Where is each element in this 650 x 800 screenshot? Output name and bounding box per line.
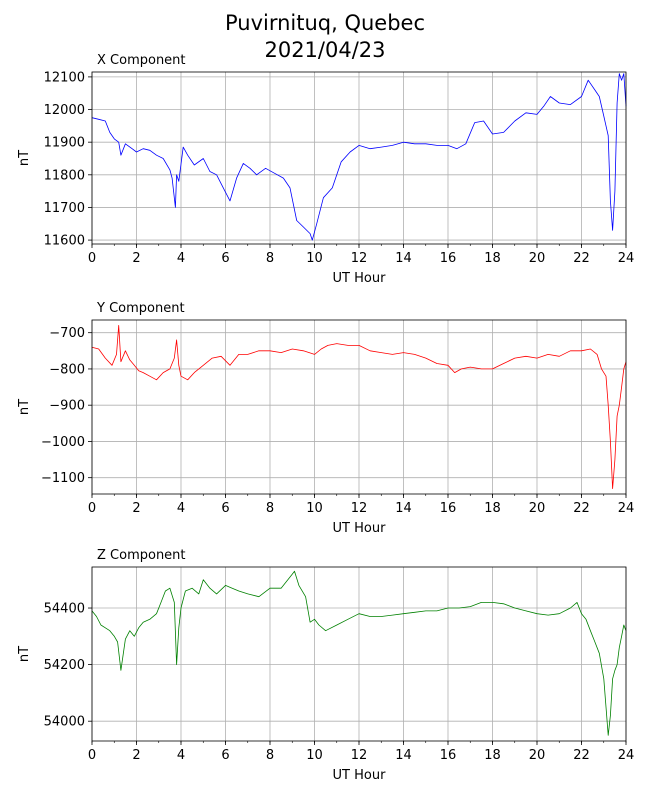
x-tick-label: 10 [306, 501, 323, 516]
panel-2: 0 2 4 6 8 10 12 14 16 18 20 22 24−700−800−900−1000−1… [17, 301, 634, 536]
x-tick-label: 12 [351, 251, 368, 266]
x-tick-label: 10 [306, 748, 323, 763]
x-tick-label: 22 [573, 748, 590, 763]
x-tick-label: 4 [177, 748, 185, 763]
y-tick-label: −1100 [41, 471, 85, 486]
x-tick-label: 20 [529, 748, 546, 763]
panel-title: Z Component [97, 548, 186, 563]
y-tick-label: 11700 [44, 201, 85, 216]
x-tick-label: 4 [177, 251, 185, 266]
y-tick-label: −1000 [41, 435, 85, 450]
y-tick-label: −700 [49, 326, 85, 341]
y-tick-label: 54400 [44, 602, 85, 617]
x-tick-label: 16 [440, 501, 457, 516]
x-tick-label: 24 [618, 251, 635, 266]
x-tick-label: 0 [88, 748, 96, 763]
x-tick-label: 0 [88, 501, 96, 516]
x-tick-label: 8 [266, 501, 274, 516]
x-tick-label: 16 [440, 251, 457, 266]
y-tick-label: −800 [49, 362, 85, 377]
y-tick-label: 12100 [44, 70, 85, 85]
panel-title: Y Component [96, 301, 185, 316]
chart-title: Puvirnituq, Quebec 2021/04/23 [0, 10, 650, 64]
x-tick-label: 8 [266, 748, 274, 763]
x-tick-label: 14 [395, 251, 412, 266]
x-tick-label: 0 [88, 251, 96, 266]
chart-title-line2: 2021/04/23 [264, 38, 386, 62]
x-axis-label: UT Hour [333, 768, 387, 783]
x-tick-label: 24 [618, 501, 635, 516]
x-tick-label: 24 [618, 748, 635, 763]
y-tick-label: 54000 [44, 715, 85, 730]
x-tick-label: 22 [573, 501, 590, 516]
x-tick-label: 18 [484, 501, 501, 516]
series-line [91, 570, 627, 736]
x-tick-label: 6 [221, 501, 229, 516]
y-tick-label: 12000 [44, 103, 85, 118]
x-tick-label: 6 [221, 748, 229, 763]
series-line [91, 73, 627, 241]
x-tick-label: 18 [484, 251, 501, 266]
y-tick-label: 11900 [44, 136, 85, 151]
y-axis-label: nT [17, 646, 32, 662]
x-tick-label: 2 [132, 501, 140, 516]
x-tick-label: 6 [221, 251, 229, 266]
panel-title: X Component [97, 53, 186, 68]
x-tick-label: 2 [132, 251, 140, 266]
x-tick-label: 4 [177, 501, 185, 516]
chart-title-line1: Puvirnituq, Quebec [224, 11, 426, 35]
x-tick-label: 18 [484, 748, 501, 763]
x-tick-label: 16 [440, 748, 457, 763]
x-tick-label: 20 [529, 501, 546, 516]
x-tick-label: 12 [351, 748, 368, 763]
x-tick-label: 22 [573, 251, 590, 266]
x-tick-label: 12 [351, 501, 368, 516]
y-tick-label: −900 [49, 399, 85, 414]
x-tick-label: 8 [266, 251, 274, 266]
y-tick-label: 11800 [44, 168, 85, 183]
x-tick-label: 2 [132, 748, 140, 763]
y-axis-label: nT [17, 399, 32, 415]
x-tick-label: 20 [529, 251, 546, 266]
x-axis-label: UT Hour [333, 271, 387, 286]
x-axis-label: UT Hour [333, 521, 387, 536]
y-axis-label: nT [17, 150, 32, 166]
y-tick-label: 11600 [44, 234, 85, 249]
x-tick-label: 14 [395, 501, 412, 516]
x-tick-label: 14 [395, 748, 412, 763]
y-tick-label: 54200 [44, 658, 85, 673]
panel-1: 0 2 4 6 8 10 12 14 16 18 20 22 241160011700118001190… [17, 53, 634, 286]
series-line [91, 325, 627, 489]
x-tick-label: 10 [306, 251, 323, 266]
